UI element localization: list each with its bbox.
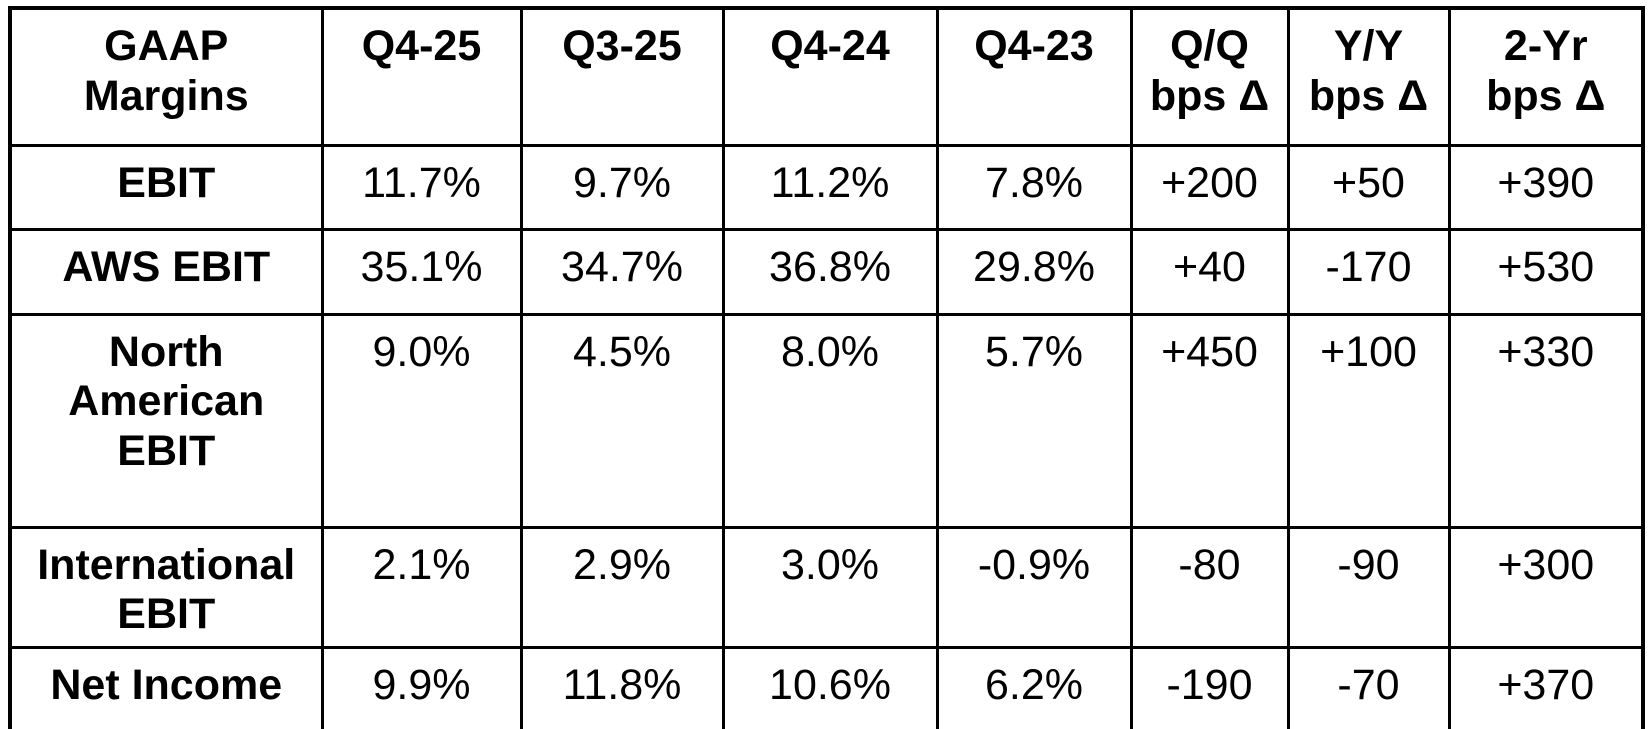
gaap-margins-table: GAAP Margins Q4-25 Q3-25 Q4-24 Q4-23 Q/Q… <box>8 6 1645 729</box>
data-cell: 9.7% <box>519 143 725 231</box>
data-cell: +390 <box>1447 143 1645 231</box>
header-cell-yy-bps-delta: Y/Y bps Δ <box>1286 6 1451 147</box>
row-label-international-ebit: International EBIT <box>8 525 324 650</box>
data-cell: +100 <box>1286 312 1451 529</box>
header-cell-2yr-bps-delta: 2-Yr bps Δ <box>1447 6 1645 147</box>
table-row-ebit: EBIT 11.7% 9.7% 11.2% 7.8% +200 +50 +390 <box>8 143 1645 231</box>
data-cell: -0.9% <box>935 525 1133 650</box>
data-cell: 2.1% <box>320 525 523 650</box>
data-cell: 36.8% <box>721 227 939 316</box>
data-cell: +370 <box>1447 646 1645 729</box>
data-cell: 7.8% <box>935 143 1133 231</box>
data-cell: 11.7% <box>320 143 523 231</box>
table-row-net-income: Net Income 9.9% 11.8% 10.6% 6.2% -190 -7… <box>8 646 1645 729</box>
header-cell-q4-24: Q4-24 <box>721 6 939 147</box>
data-cell: 8.0% <box>721 312 939 529</box>
data-cell: -170 <box>1286 227 1451 316</box>
data-cell: +330 <box>1447 312 1645 529</box>
data-cell: -190 <box>1129 646 1290 729</box>
data-cell: 5.7% <box>935 312 1133 529</box>
data-cell: 34.7% <box>519 227 725 316</box>
row-label-north-american-ebit: North American EBIT <box>8 312 324 529</box>
data-cell: +50 <box>1286 143 1451 231</box>
row-label-aws-ebit: AWS EBIT <box>8 227 324 316</box>
row-label-net-income: Net Income <box>8 646 324 729</box>
table-row-north-american-ebit: North American EBIT 9.0% 4.5% 8.0% 5.7% … <box>8 312 1645 529</box>
header-cell-gaap-margins: GAAP Margins <box>8 6 324 147</box>
data-cell: +200 <box>1129 143 1290 231</box>
data-cell: 2.9% <box>519 525 725 650</box>
data-cell: 11.2% <box>721 143 939 231</box>
header-cell-q4-23: Q4-23 <box>935 6 1133 147</box>
data-cell: -80 <box>1129 525 1290 650</box>
data-cell: 9.0% <box>320 312 523 529</box>
data-cell: +530 <box>1447 227 1645 316</box>
data-cell: 4.5% <box>519 312 725 529</box>
table-row-international-ebit: International EBIT 2.1% 2.9% 3.0% -0.9% … <box>8 525 1645 650</box>
data-cell: +450 <box>1129 312 1290 529</box>
row-label-ebit: EBIT <box>8 143 324 231</box>
data-cell: +300 <box>1447 525 1645 650</box>
header-cell-q4-25: Q4-25 <box>320 6 523 147</box>
data-cell: 10.6% <box>721 646 939 729</box>
data-cell: 29.8% <box>935 227 1133 316</box>
data-cell: 3.0% <box>721 525 939 650</box>
header-cell-q3-25: Q3-25 <box>519 6 725 147</box>
data-cell: 9.9% <box>320 646 523 729</box>
data-cell: +40 <box>1129 227 1290 316</box>
data-cell: -90 <box>1286 525 1451 650</box>
data-cell: 11.8% <box>519 646 725 729</box>
data-cell: 6.2% <box>935 646 1133 729</box>
header-row: GAAP Margins Q4-25 Q3-25 Q4-24 Q4-23 Q/Q… <box>8 6 1645 147</box>
data-cell: -70 <box>1286 646 1451 729</box>
table-row-aws-ebit: AWS EBIT 35.1% 34.7% 36.8% 29.8% +40 -17… <box>8 227 1645 316</box>
header-cell-qq-bps-delta: Q/Q bps Δ <box>1129 6 1290 147</box>
data-cell: 35.1% <box>320 227 523 316</box>
